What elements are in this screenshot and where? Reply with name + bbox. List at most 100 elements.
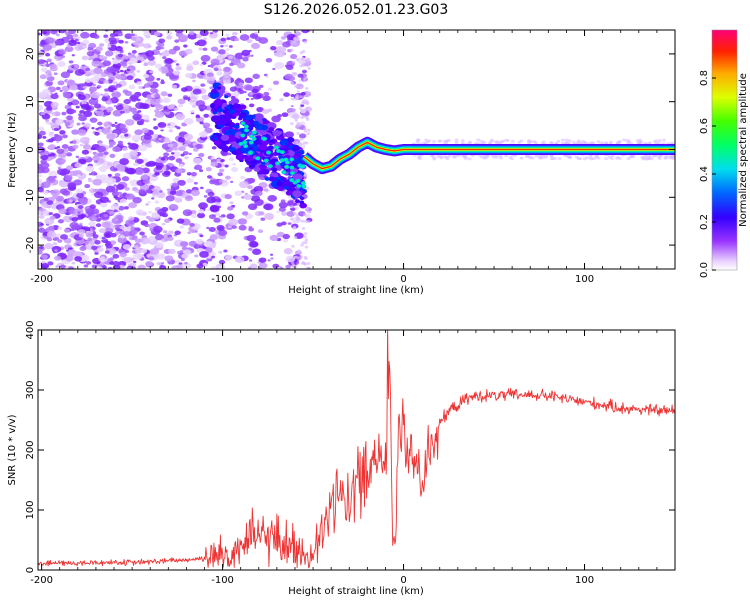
noise-blob [159,265,167,269]
noise-blob [129,150,138,157]
noise-blob [140,174,149,181]
noise-blob [58,57,63,61]
noise-blob [168,129,173,133]
band-haze [527,141,532,145]
noise-blob [306,266,311,269]
noise-blob [145,260,153,267]
noise-blob [66,108,75,115]
noise-blob [223,249,228,253]
noise-blob [226,213,235,220]
noise-blob [134,247,143,254]
noise-blob [91,217,96,221]
noise-blob [305,101,310,105]
noise-blob [305,186,310,190]
band-haze [581,139,586,143]
noise-blob [59,130,66,135]
noise-blob [75,105,80,109]
noise-blob [264,212,275,220]
signal-blob [235,153,245,161]
noise-blob [303,173,308,177]
noise-blob [38,133,43,140]
signal-blob [299,202,307,209]
signal-blob [218,117,228,125]
signal-blob [258,144,267,151]
noise-blob [125,193,135,200]
noise-blob [50,93,59,100]
noise-blob [272,80,280,85]
noise-blob [97,121,103,126]
noise-blob [190,110,195,113]
noise-blob [109,32,116,38]
noise-blob [275,40,283,46]
signal-blob [279,139,289,146]
noise-blob [95,215,99,218]
noise-blob [282,233,291,240]
noise-blob [301,30,310,34]
band-haze [648,141,653,145]
noise-blob [77,211,81,214]
noise-blob [136,120,144,126]
noise-blob [192,79,196,83]
noise-blob [136,81,143,86]
noise-blob [81,122,85,125]
noise-blob [38,227,46,233]
noise-blob [86,51,95,57]
noise-blob [291,244,295,248]
noise-blob [281,221,287,226]
noise-blob [175,113,186,121]
noise-blob [194,254,199,258]
band-haze [567,156,572,160]
noise-blob [45,53,51,57]
noise-blob [218,168,225,173]
noise-blob [68,60,74,64]
noise-blob [300,104,305,107]
signal-blob [227,135,236,142]
noise-blob [224,56,228,60]
noise-blob [40,154,49,161]
band-haze [432,140,437,144]
noise-blob [188,30,195,36]
signal-blob-core [244,145,247,148]
noise-blob [84,156,89,159]
noise-blob [134,129,143,136]
noise-blob [58,49,66,55]
noise-blob [38,214,45,219]
band-haze [571,140,576,144]
band-haze [543,155,548,159]
signal-blob-core [290,166,294,169]
noise-blob [199,30,209,37]
noise-blob [88,57,92,61]
noise-blob [249,259,253,262]
noise-blob [300,64,305,68]
band-haze [442,155,447,159]
band-haze [503,138,508,142]
noise-blob [296,132,300,136]
noise-blob [255,190,263,197]
noise-blob [294,206,299,210]
noise-blob [121,103,130,110]
noise-blob [290,97,295,101]
snr-y-axis-label: SNR (10 * v/v) [7,414,18,485]
noise-blob [42,31,47,34]
noise-blob [198,104,207,111]
noise-blob [239,34,250,41]
noise-blob [83,264,89,268]
noise-blob [220,45,224,48]
noise-blob [195,115,201,119]
noise-blob [84,78,92,83]
noise-blob [218,250,223,254]
noise-blob [246,38,253,44]
noise-blob [71,129,79,135]
noise-blob [102,60,112,67]
noise-blob [290,94,295,97]
noise-blob [224,164,229,168]
noise-blob [285,255,296,263]
noise-blob [127,52,132,56]
noise-blob [57,164,63,168]
noise-blob [199,169,204,173]
noise-blob [56,148,65,154]
noise-blob [49,92,53,95]
noise-blob [289,217,294,221]
noise-blob [54,249,58,252]
noise-blob [47,144,57,151]
